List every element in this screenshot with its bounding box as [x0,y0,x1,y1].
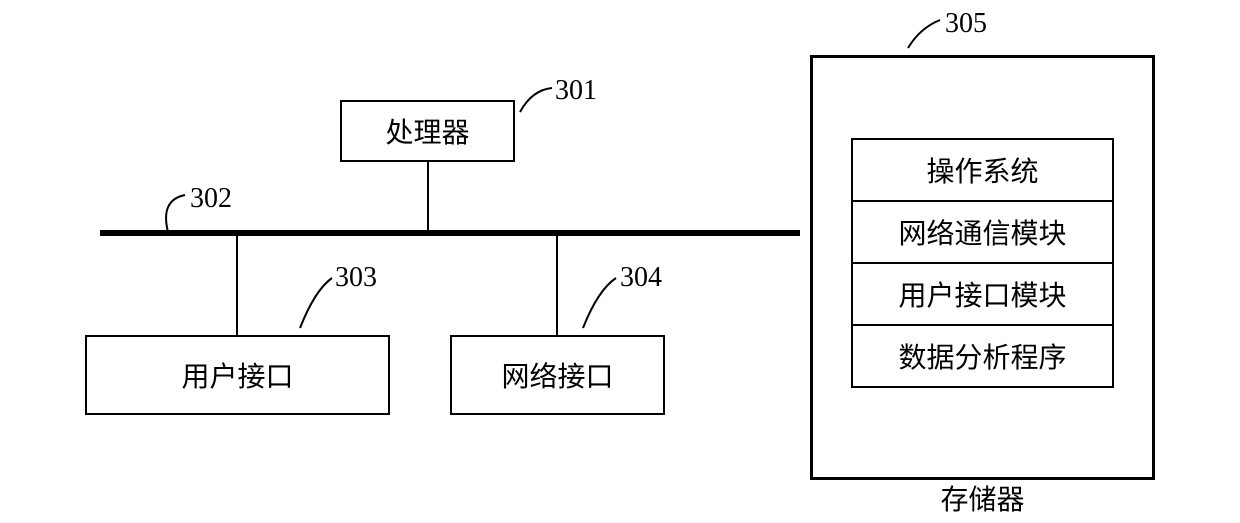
network-interface-label: 网络接口 [501,355,613,395]
diagram-canvas: 处理器 用户接口 网络接口 操作系统 网络通信模块 用户接口模块 数据分析程序 … [0,0,1240,523]
memory-label: 存储器 [813,478,1152,518]
ref-302: 302 [190,183,232,215]
memory-inner-netcomm: 网络通信模块 [851,200,1114,264]
user-interface-block: 用户接口 [85,335,390,415]
user-interface-label: 用户接口 [181,355,293,395]
memory-inner-os: 操作系统 [851,138,1114,202]
ref-301: 301 [555,75,597,107]
memory-inner-userif: 用户接口模块 [851,262,1114,326]
processor-label: 处理器 [385,111,469,151]
memory-inner-netcomm-label: 网络通信模块 [898,212,1066,252]
user-interface-connector [236,236,238,335]
memory-inner-userif-label: 用户接口模块 [898,274,1066,314]
network-interface-block: 网络接口 [450,335,665,415]
memory-block: 操作系统 网络通信模块 用户接口模块 数据分析程序 存储器 [810,55,1155,480]
processor-connector [427,162,429,230]
processor-block: 处理器 [340,100,515,162]
memory-inner-stack: 操作系统 网络通信模块 用户接口模块 数据分析程序 [851,138,1114,388]
ref-304: 304 [620,262,662,294]
memory-inner-app: 数据分析程序 [851,324,1114,388]
ref-303: 303 [335,262,377,294]
system-bus [100,230,800,236]
memory-inner-app-label: 数据分析程序 [898,336,1066,376]
ref-305: 305 [945,8,987,40]
network-interface-connector [556,236,558,335]
memory-inner-os-label: 操作系统 [926,150,1038,190]
